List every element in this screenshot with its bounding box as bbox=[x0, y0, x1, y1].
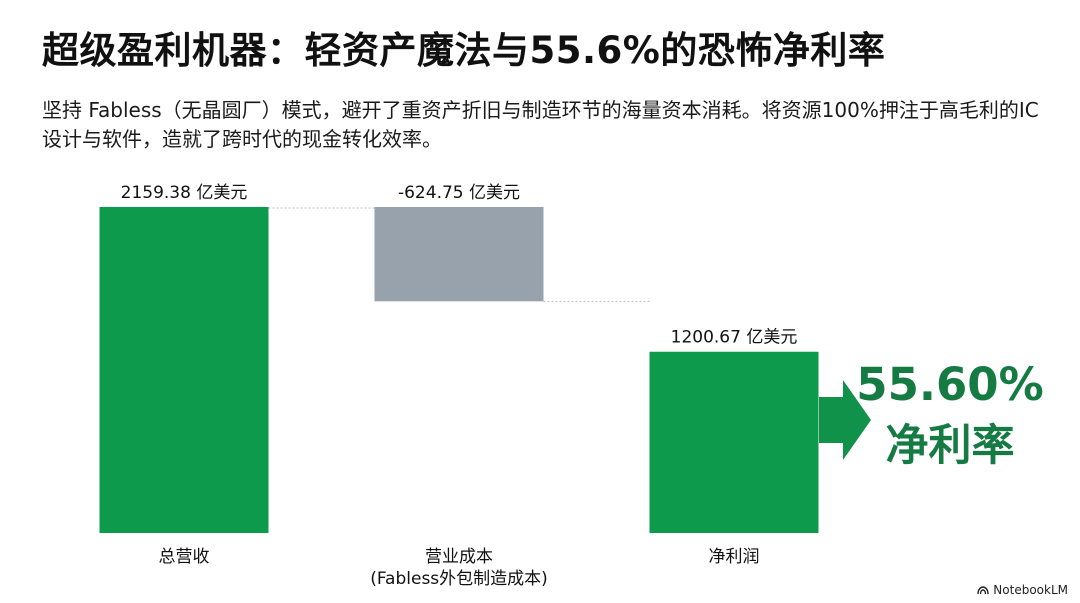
arrow-right-icon bbox=[819, 380, 871, 460]
chart-bars bbox=[99, 207, 819, 533]
category-label-1-line1: (Fabless外包制造成本) bbox=[370, 569, 548, 589]
value-label-2: 1200.67 亿美元 bbox=[671, 328, 798, 348]
page-title: 超级盈利机器：轻资产魔法与55.6%的恐怖净利率 bbox=[42, 29, 886, 72]
category-label-0: 总营收 bbox=[159, 547, 210, 567]
value-label-1: -624.75 亿美元 bbox=[398, 183, 520, 203]
value-labels: 2159.38 亿美元 -624.75 亿美元 1200.67 亿美元 bbox=[121, 183, 798, 348]
net-margin-label: 净利率 bbox=[886, 421, 1015, 471]
value-label-0: 2159.38 亿美元 bbox=[121, 183, 248, 203]
category-labels: 总营收 营业成本(Fabless外包制造成本) 净利润 bbox=[159, 547, 760, 589]
bar-1 bbox=[374, 207, 544, 302]
notebooklm-logo-icon bbox=[977, 585, 989, 594]
watermark-text: NotebookLM bbox=[993, 583, 1068, 597]
bar-2 bbox=[649, 351, 819, 533]
connector-lines bbox=[268, 207, 650, 302]
bar-0 bbox=[99, 207, 269, 533]
net-margin-value: 55.60% bbox=[856, 358, 1043, 411]
page-subtitle: 坚持 Fabless（无晶圆厂）模式，避开了重资产折旧与制造环节的海量资本消耗。… bbox=[42, 98, 1039, 151]
notebooklm-watermark: NotebookLM bbox=[977, 583, 1068, 597]
category-label-2: 净利润 bbox=[709, 547, 760, 567]
net-margin-annotation: 55.60% 净利率 bbox=[819, 358, 1044, 471]
category-label-1: 营业成本 bbox=[425, 547, 493, 567]
